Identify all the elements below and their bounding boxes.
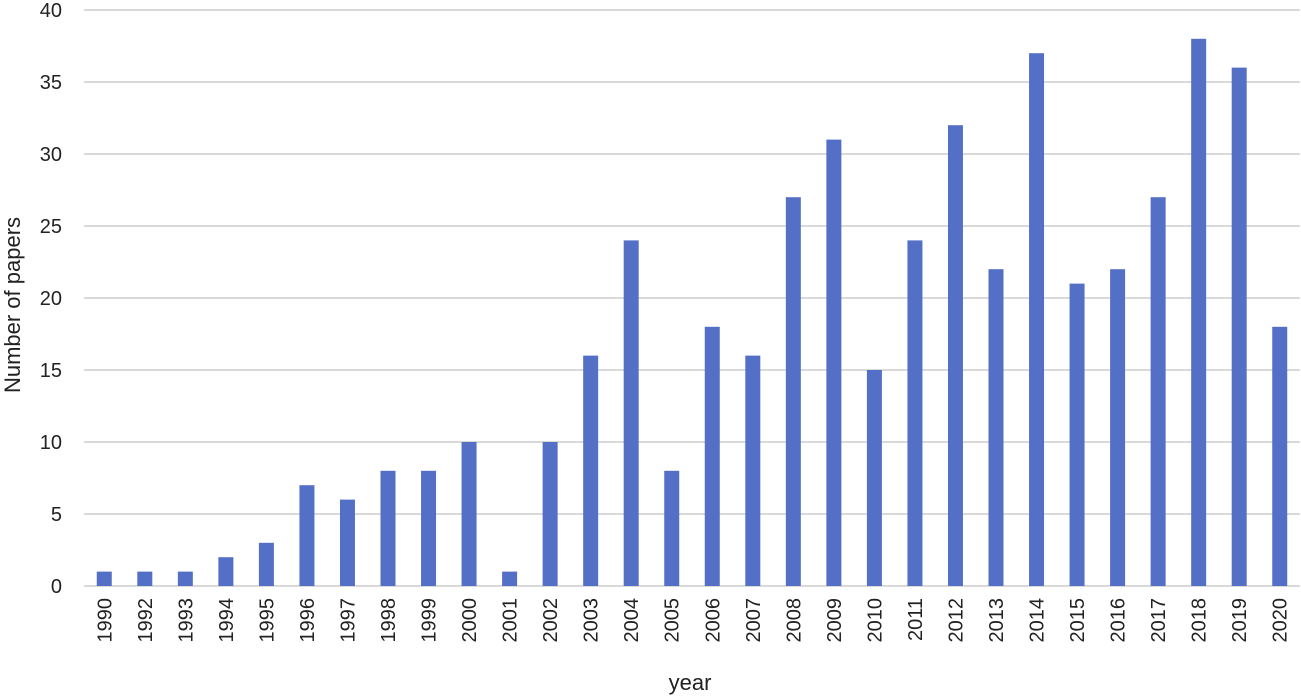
x-tick-label: 1998 xyxy=(378,598,400,643)
x-tick-label: 2013 xyxy=(986,598,1008,643)
y-tick-label: 10 xyxy=(40,432,62,454)
x-tick-label: 2019 xyxy=(1229,598,1251,643)
bar-1995 xyxy=(258,542,274,586)
bar-2019 xyxy=(1231,67,1247,587)
bar-2011 xyxy=(907,240,923,586)
x-tick-label: 2016 xyxy=(1108,598,1130,643)
y-axis-title: Number of papers xyxy=(0,217,25,393)
x-tick-label: 2017 xyxy=(1148,598,1170,643)
bar-2016 xyxy=(1110,269,1126,586)
y-tick-label: 30 xyxy=(40,144,62,166)
x-tick-label: 2011 xyxy=(905,598,927,641)
bar-1992 xyxy=(137,571,153,586)
bar-2012 xyxy=(947,125,963,586)
x-tick-label: 2002 xyxy=(540,598,562,643)
x-tick-label: 2018 xyxy=(1189,598,1211,643)
x-tick-label: 2015 xyxy=(1067,598,1089,643)
x-tick-label: 1994 xyxy=(216,598,238,643)
x-tick-label: 2003 xyxy=(581,598,603,643)
bar-2006 xyxy=(704,326,720,586)
y-tick-label: 40 xyxy=(40,0,62,22)
bar-2004 xyxy=(623,240,639,586)
y-axis-ticks: 0 5 10 15 20 25 30 35 40 xyxy=(40,0,62,598)
bars xyxy=(96,38,1288,587)
x-tick-label: 2010 xyxy=(864,598,886,643)
bar-2000 xyxy=(461,442,477,586)
x-tick-label: 2001 xyxy=(500,598,522,643)
bar-1998 xyxy=(380,470,396,586)
x-tick-label: 1992 xyxy=(135,598,157,643)
bar-1999 xyxy=(421,470,437,586)
bar-1996 xyxy=(299,485,315,586)
x-tick-label: 2009 xyxy=(824,598,846,643)
x-tick-label: 2007 xyxy=(743,598,765,643)
x-tick-label: 2005 xyxy=(662,598,684,643)
bar-2002 xyxy=(542,442,558,586)
bar-1990 xyxy=(96,571,112,586)
x-axis-ticks: 1990 1992 1993 1994 1995 1996 1997 1998 1999 2000… xyxy=(94,598,1291,643)
x-tick-label: 1997 xyxy=(337,598,359,643)
x-tick-label: 2012 xyxy=(945,598,967,643)
y-tick-label: 35 xyxy=(40,72,62,94)
bar-2020 xyxy=(1272,326,1288,586)
x-tick-label: 2020 xyxy=(1270,598,1292,643)
bar-1993 xyxy=(177,571,193,586)
x-tick-label: 1996 xyxy=(297,598,319,643)
x-tick-label: 2004 xyxy=(621,598,643,643)
y-tick-label: 0 xyxy=(51,576,62,598)
bar-2009 xyxy=(826,139,842,586)
bar-2008 xyxy=(785,197,801,586)
x-tick-label: 1990 xyxy=(94,598,116,643)
bar-2005 xyxy=(664,470,680,586)
bar-2014 xyxy=(1029,53,1045,586)
bar-2018 xyxy=(1191,38,1207,587)
bar-2007 xyxy=(745,355,761,586)
y-tick-label: 15 xyxy=(40,360,62,382)
bar-2015 xyxy=(1069,283,1085,586)
bar-2017 xyxy=(1150,197,1166,586)
y-tick-label: 5 xyxy=(51,504,62,526)
x-tick-label: 1999 xyxy=(419,598,441,643)
gridlines xyxy=(84,9,1300,587)
x-tick-label: 1993 xyxy=(175,598,197,643)
bar-1994 xyxy=(218,557,234,586)
x-axis-title: year xyxy=(669,670,712,695)
bar-2003 xyxy=(583,355,599,586)
x-tick-label: 2000 xyxy=(459,598,481,643)
y-tick-label: 25 xyxy=(40,216,62,238)
bar-2010 xyxy=(866,370,882,586)
bar-1997 xyxy=(339,499,355,586)
y-tick-label: 20 xyxy=(40,288,62,310)
x-tick-label: 2008 xyxy=(783,598,805,643)
x-tick-label: 2014 xyxy=(1027,598,1049,643)
bar-2013 xyxy=(988,269,1004,586)
x-tick-label: 1995 xyxy=(256,598,278,643)
bar-2001 xyxy=(502,571,518,586)
x-tick-label: 2006 xyxy=(702,598,724,643)
